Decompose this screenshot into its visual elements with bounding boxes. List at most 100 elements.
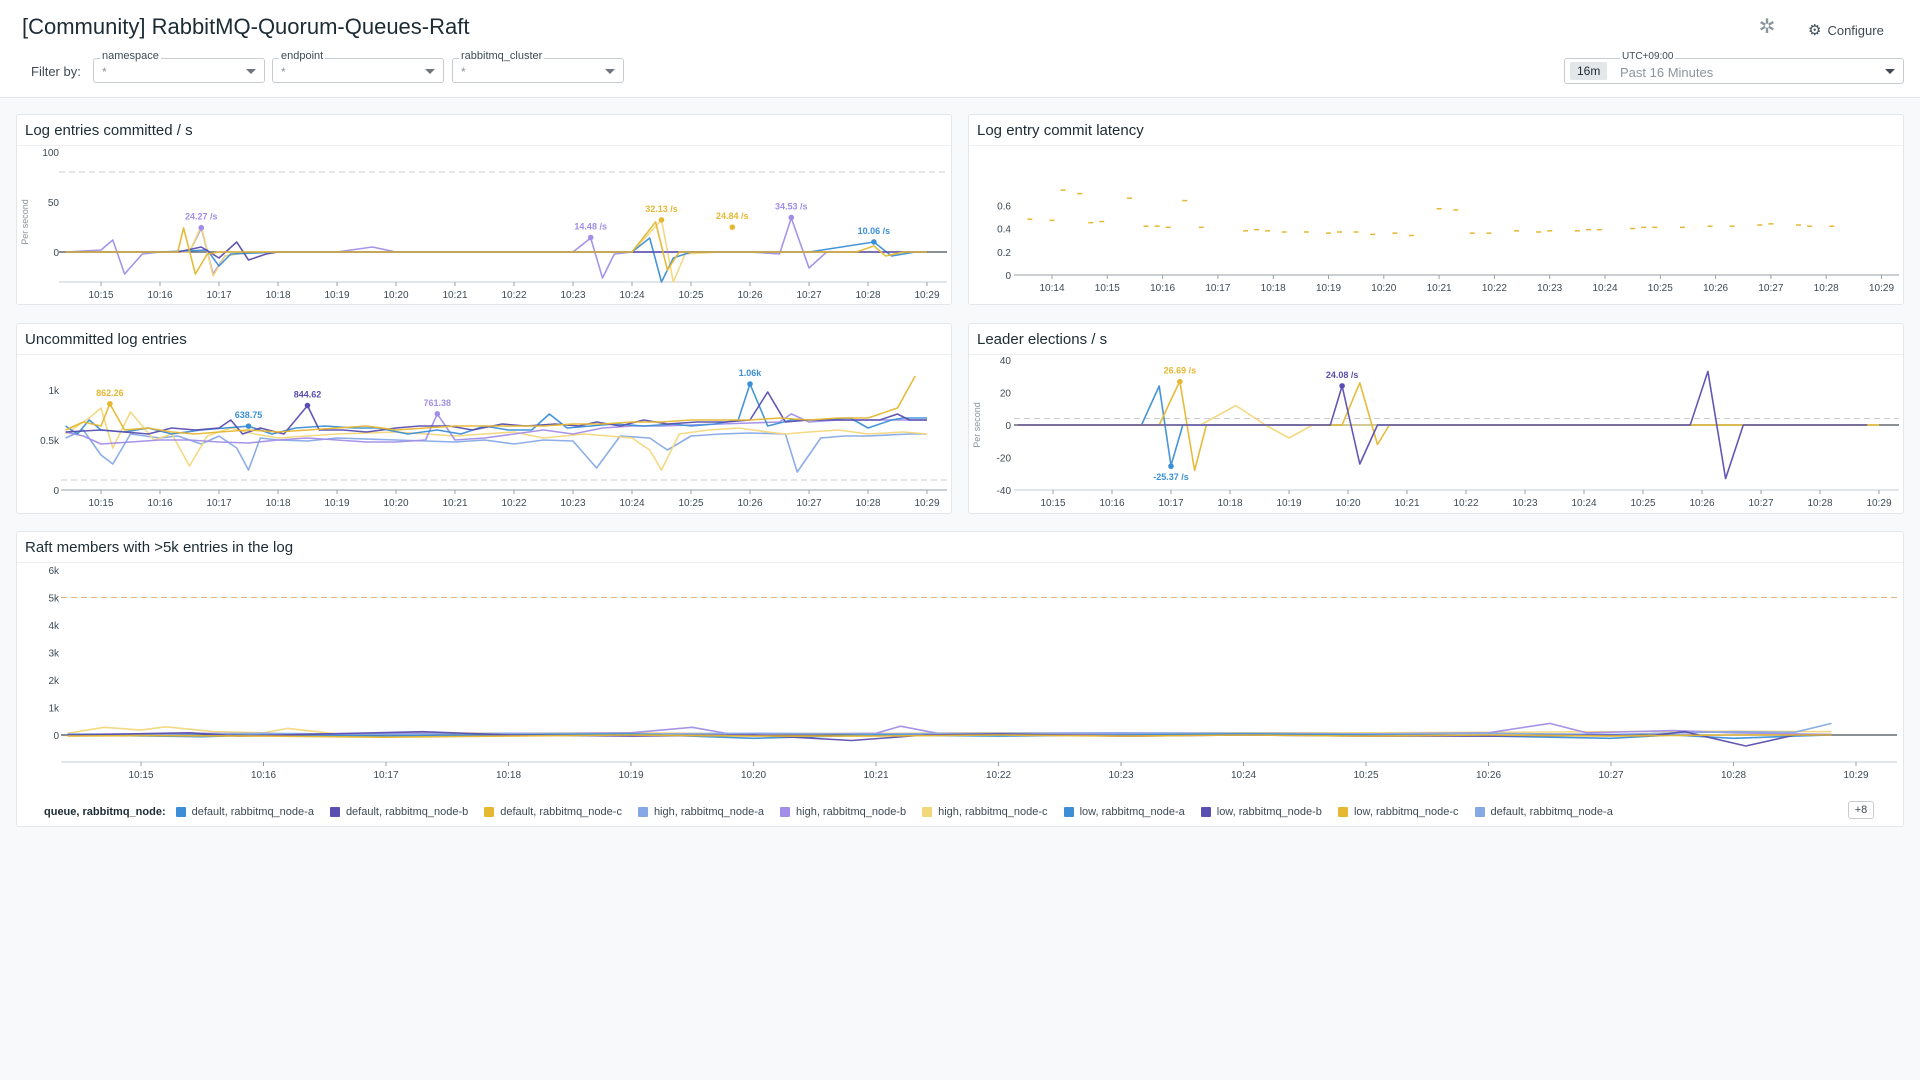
chevron-down-icon bbox=[605, 69, 615, 74]
legend-label: default, rabbitmq_node-b bbox=[345, 806, 469, 818]
legend-label: low, rabbitmq_node-a bbox=[1079, 806, 1185, 818]
y-axis-label: Per second bbox=[20, 199, 30, 245]
legend-swatch bbox=[329, 807, 340, 817]
y-tick-label: 0 bbox=[1005, 271, 1011, 282]
x-tick-label: 10:18 bbox=[265, 290, 290, 301]
legend-label: high, rabbitmq_node-b bbox=[796, 806, 907, 818]
legend-item[interactable]: default, rabbitmq_node-a bbox=[175, 806, 314, 818]
x-tick-label: 10:26 bbox=[737, 290, 762, 301]
data-label: 32.13 /s bbox=[645, 204, 678, 214]
y-tick-label: -20 bbox=[997, 454, 1012, 465]
panel-title: Log entry commit latency bbox=[977, 122, 1144, 139]
y-tick-label: 5k bbox=[48, 594, 60, 605]
legend-item[interactable]: low, rabbitmq_node-c bbox=[1337, 806, 1459, 818]
chevron-down-icon bbox=[246, 69, 256, 74]
uncommitted-chart: 1k 0.5k 0 10:15 10:16 10:17 10:18 10:19 10:20 10:… bbox=[40, 368, 947, 509]
namespace-filter[interactable]: namespace * bbox=[93, 50, 265, 83]
y-tick-label: 0.6 bbox=[997, 201, 1011, 212]
x-tick-label: 10:24 bbox=[1571, 498, 1596, 509]
time-range-selector[interactable]: UTC+09:00 16m Past 16 Minutes bbox=[1564, 51, 1904, 84]
y-tick-label: 0.5k bbox=[40, 436, 60, 447]
x-tick-label: 10:23 bbox=[1537, 283, 1562, 294]
y-tick-label: 1k bbox=[48, 386, 60, 397]
x-tick-label: 10:19 bbox=[1316, 283, 1341, 294]
series-line bbox=[67, 730, 1832, 747]
annotation-point bbox=[788, 214, 795, 221]
legend-item[interactable]: high, rabbitmq_node-c bbox=[922, 806, 1048, 818]
y-tick-label: -40 bbox=[997, 486, 1012, 497]
panel-title: Log entries committed / s bbox=[25, 122, 193, 139]
data-label: 844.62 bbox=[294, 390, 322, 400]
legend-item[interactable]: high, rabbitmq_node-b bbox=[780, 806, 906, 818]
x-tick-label: 10:20 bbox=[741, 770, 766, 781]
x-tick-label: 10:20 bbox=[383, 498, 408, 509]
x-tick-label: 10:26 bbox=[1689, 498, 1714, 509]
x-tick-label: 10:28 bbox=[1721, 770, 1746, 781]
data-label: 14.48 /s bbox=[574, 222, 607, 232]
x-tick-label: 10:28 bbox=[855, 498, 880, 509]
chart-legend: queue, rabbitmq_node: default, rabbitmq_… bbox=[44, 804, 1629, 820]
x-tick-label: 10:18 bbox=[265, 498, 290, 509]
legend-item[interactable]: default, rabbitmq_node-a bbox=[1474, 806, 1613, 818]
x-tick-label: 10:29 bbox=[1869, 283, 1894, 294]
panel-title: Raft members with >5k entries in the log bbox=[25, 539, 294, 556]
x-tick-label: 10:22 bbox=[501, 498, 526, 509]
x-tick-label: 10:26 bbox=[1476, 770, 1501, 781]
cog-sparkle-icon[interactable]: ✲ bbox=[1758, 16, 1776, 38]
data-label: 24.84 /s bbox=[716, 211, 749, 221]
x-tick-label: 10:25 bbox=[678, 498, 703, 509]
endpoint-filter[interactable]: endpoint * bbox=[272, 50, 444, 83]
legend-swatch bbox=[175, 807, 186, 817]
annotation-point bbox=[658, 217, 665, 223]
legend-swatch bbox=[484, 807, 495, 817]
legend-swatch bbox=[1200, 807, 1211, 817]
x-tick-label: 10:16 bbox=[147, 290, 172, 301]
configure-button[interactable]: ⚙ Configure bbox=[1808, 20, 1884, 40]
x-tick-label: 10:15 bbox=[1095, 283, 1120, 294]
y-tick-label: 0 bbox=[53, 486, 59, 497]
x-tick-label: 10:22 bbox=[501, 290, 526, 301]
legend-swatch bbox=[1063, 807, 1074, 817]
x-tick-label: 10:19 bbox=[324, 498, 349, 509]
x-tick-label: 10:17 bbox=[1158, 498, 1183, 509]
legend-item[interactable]: default, rabbitmq_node-c bbox=[484, 806, 622, 818]
data-label: 24.27 /s bbox=[185, 212, 218, 222]
legend-more-button[interactable]: +8 bbox=[1848, 801, 1874, 819]
x-tick-label: 10:21 bbox=[442, 498, 467, 509]
legend-item[interactable]: low, rabbitmq_node-b bbox=[1200, 806, 1322, 818]
namespace-filter-label: namespace bbox=[100, 50, 161, 62]
annotation-point bbox=[245, 423, 252, 429]
x-tick-label: 10:24 bbox=[619, 290, 644, 301]
x-tick-label: 10:15 bbox=[128, 770, 153, 781]
series-line bbox=[65, 237, 927, 283]
x-tick-label: 10:23 bbox=[560, 290, 585, 301]
annotation-point bbox=[729, 224, 736, 230]
panel-divider bbox=[17, 354, 951, 355]
rabbitmq-cluster-filter-label: rabbitmq_cluster bbox=[459, 50, 545, 62]
x-tick-label: 10:22 bbox=[986, 770, 1011, 781]
rabbitmq-cluster-filter[interactable]: rabbitmq_cluster * bbox=[452, 50, 624, 83]
legend-label: default, rabbitmq_node-a bbox=[1490, 806, 1613, 818]
x-tick-label: 10:25 bbox=[1353, 770, 1378, 781]
legend-item[interactable]: high, rabbitmq_node-a bbox=[637, 806, 764, 818]
x-tick-label: 10:19 bbox=[324, 290, 349, 301]
page-title: [Community] RabbitMQ-Quorum-Queues-Raft bbox=[22, 14, 470, 39]
panel-log-entries-committed: Log entries committed / s 100 50 0 10:15 10:… bbox=[16, 114, 952, 305]
x-tick-label: 10:27 bbox=[1748, 498, 1773, 509]
annotation-point bbox=[1339, 383, 1345, 389]
x-tick-label: 10:29 bbox=[914, 498, 939, 509]
x-tick-label: 10:27 bbox=[1758, 283, 1783, 294]
annotation-point bbox=[747, 381, 753, 387]
y-tick-label: 0 bbox=[53, 731, 59, 742]
legend-item[interactable]: low, rabbitmq_node-a bbox=[1063, 806, 1185, 818]
x-tick-label: 10:27 bbox=[1598, 770, 1623, 781]
data-label: 761.38 bbox=[424, 398, 452, 408]
x-tick-label: 10:16 bbox=[251, 770, 276, 781]
legend-item[interactable]: default, rabbitmq_node-b bbox=[329, 806, 469, 818]
y-tick-label: 100 bbox=[42, 148, 59, 159]
annotation-point bbox=[198, 224, 205, 231]
y-tick-label: 1k bbox=[48, 704, 60, 715]
x-tick-label: 10:26 bbox=[1703, 283, 1728, 294]
data-label: 1.06k bbox=[739, 368, 763, 378]
x-tick-label: 10:17 bbox=[1205, 283, 1230, 294]
